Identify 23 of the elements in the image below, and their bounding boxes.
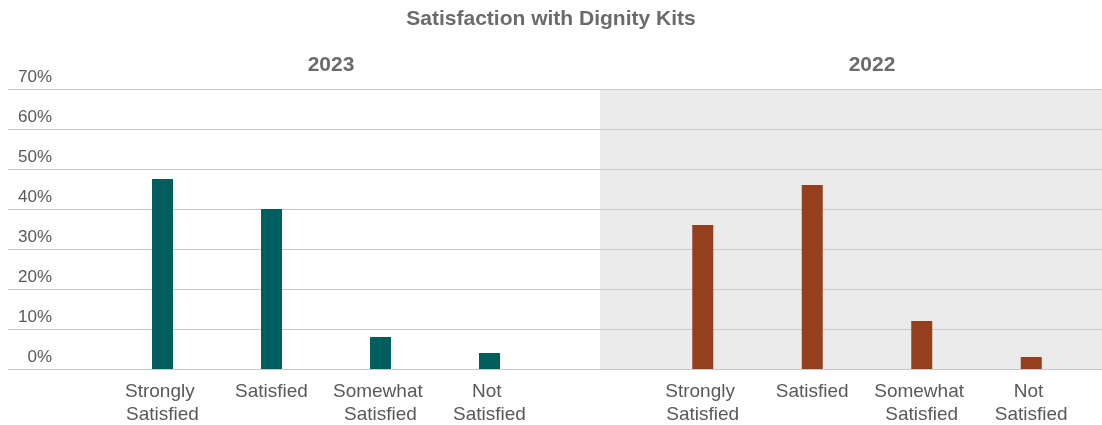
x-tick-label: Satisfied [235,380,308,401]
bar [692,225,714,369]
chart-title: Satisfaction with Dignity Kits [405,6,697,30]
x-tick-label: Satisfied [775,380,849,401]
bar [1020,357,1042,369]
chart-subtitle: 2022 [848,52,896,75]
bar [801,185,823,369]
x-tick-label: Not Satisfied [453,380,526,424]
y-tick-label: 60% [17,107,52,126]
y-tick-label: 10% [17,307,52,326]
y-tick-label: 20% [17,267,52,286]
y-tick-label: 0% [27,347,52,366]
y-tick-label: 30% [17,227,52,246]
chart-subtitle: 2023 [307,52,355,75]
x-tick-label: Somewhat Satisfied [874,380,970,424]
y-tick-label: 70% [17,67,52,86]
x-tick-label: Somewhat Satisfied [332,380,429,424]
x-tick-label: Strongly Satisfied [665,380,741,424]
x-tick-label: Strongly Satisfied [125,380,200,424]
bar [911,321,933,369]
y-tick-label: 40% [17,187,52,206]
y-tick-label: 50% [17,147,52,166]
x-tick-label: Not Satisfied [994,380,1068,424]
